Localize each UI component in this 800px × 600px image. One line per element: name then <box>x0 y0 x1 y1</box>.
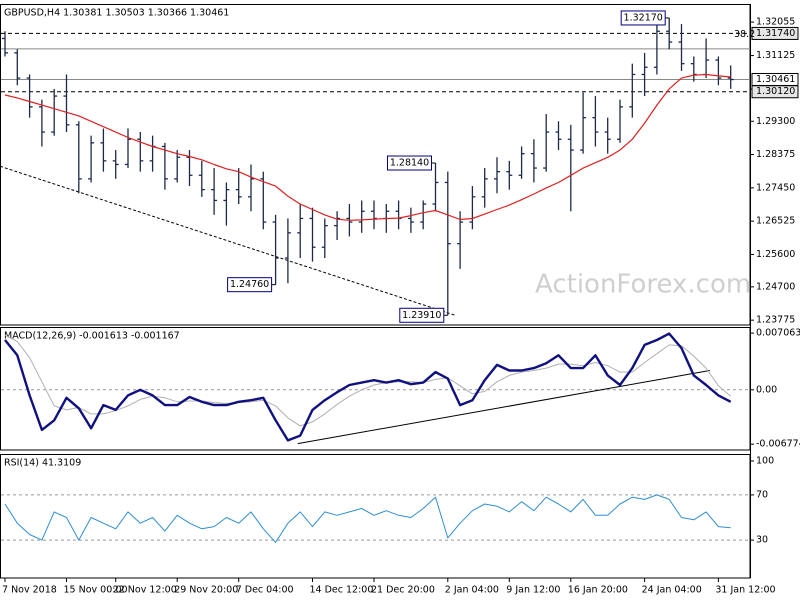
y-tick-label: 1.25600 <box>756 249 795 260</box>
panel-title: RSI(14) 41.3109 <box>4 458 81 469</box>
fib-label: 38.2 <box>734 29 755 40</box>
x-tick-label: 29 Nov 20:00 <box>174 585 238 596</box>
level-label-box <box>751 85 799 99</box>
y-tick-label: 1.29300 <box>756 116 795 127</box>
x-tick-label: 24 Jan 04:00 <box>642 585 702 596</box>
x-tick-label: 31 Jan 12:00 <box>715 585 775 596</box>
y-tick-label: 1.26525 <box>756 216 795 227</box>
x-tick-label: 2 Jan 04:00 <box>445 585 499 596</box>
callout-label: 1.32170 <box>624 12 663 23</box>
panel-title: MACD(12,26,9) -0.001613 -0.001167 <box>4 331 180 342</box>
x-tick-label: 14 Dec 12:00 <box>310 585 374 596</box>
y-tick-label: 100 <box>756 455 774 466</box>
x-tick-label: 21 Dec 20:00 <box>371 585 435 596</box>
series-line <box>4 332 732 442</box>
callout-box <box>387 155 432 171</box>
level-label: 1.30461 <box>756 74 795 85</box>
y-tick-label: 1.32055 <box>756 17 795 28</box>
callout-label: 1.28140 <box>390 158 429 169</box>
x-tick-label: 9 Jan 12:00 <box>506 585 560 596</box>
x-tick-label: 7 Nov 2018 <box>2 585 57 596</box>
watermark: ActionForex.com <box>535 270 751 300</box>
y-tick-label: 1.28375 <box>756 149 795 160</box>
callout-box <box>620 10 666 26</box>
callout-box <box>399 307 445 323</box>
level-label: 1.31740 <box>756 28 795 39</box>
x-tick-label: 22 Nov 12:00 <box>113 585 177 596</box>
y-tick-label: 1.23775 <box>756 315 795 326</box>
x-tick-label: 16 Jan 20:00 <box>568 585 628 596</box>
panel-title: GBPUSD,H4 1.30381 1.30503 1.30366 1.3046… <box>4 8 229 19</box>
y-tick-label: 0.00 <box>756 384 777 395</box>
x-tick-label: 15 Nov 00:00 <box>64 585 128 596</box>
series-line <box>4 73 731 221</box>
y-tick-label: 30 <box>756 535 768 546</box>
level-label-box <box>751 26 799 40</box>
x-tick-label: 7 Dec 04:00 <box>236 585 294 596</box>
y-tick-label: 1.27450 <box>756 182 795 193</box>
callout-box <box>227 277 273 293</box>
y-tick-label: -0.006774 <box>756 439 800 450</box>
y-tick-label: 70 <box>756 489 768 500</box>
level-label: 1.30120 <box>756 86 795 97</box>
series-line <box>4 494 731 543</box>
series-line <box>4 334 732 427</box>
y-tick-label: 1.31125 <box>756 50 795 61</box>
callout-label: 1.24760 <box>230 279 269 290</box>
callout-label: 1.23910 <box>402 310 441 321</box>
y-tick-label: 1.24700 <box>756 281 795 292</box>
trendline <box>297 370 710 445</box>
y-tick-label: 0.007063 <box>756 328 800 339</box>
